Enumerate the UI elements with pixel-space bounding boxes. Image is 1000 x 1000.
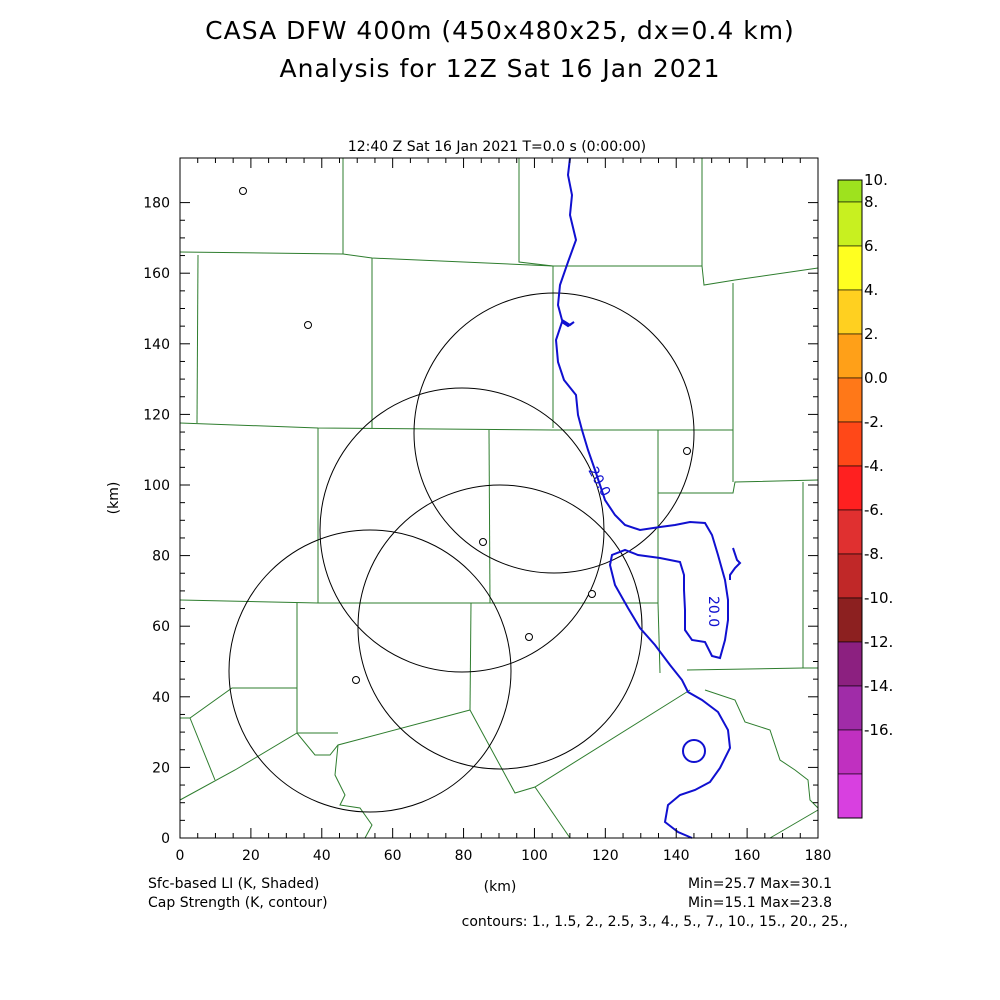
x-tick-label: 140 — [663, 848, 690, 864]
x-tick-label: 120 — [592, 848, 619, 864]
y-tick-labels: 0 20 40 60 80 100 120 140 160 180 — [143, 196, 170, 847]
radar-range-rings — [228, 292, 695, 813]
x-tick-labels: 0 20 40 60 80 100 120 140 160 180 — [176, 848, 832, 864]
footer-contour-minmax: Min=15.1 Max=23.8 — [687, 895, 832, 911]
contour-label-20-a: 20.0 — [584, 464, 613, 499]
title-line-2: Analysis for 12Z Sat 16 Jan 2021 — [279, 54, 721, 83]
x-tick-label: 40 — [313, 848, 331, 864]
colorbar-swatch — [837, 685, 863, 731]
colorbar-label: -12. — [864, 633, 893, 651]
x-tick-label: 160 — [734, 848, 761, 864]
colorbar-swatch — [837, 553, 863, 599]
colorbar-swatch — [837, 597, 863, 643]
cap-strength-contour — [554, 157, 742, 839]
colorbar-swatch — [837, 465, 863, 511]
colorbar-label: 4. — [864, 281, 878, 299]
colorbar-swatch — [837, 641, 863, 687]
colorbar-swatch — [837, 289, 863, 335]
colorbar-swatch — [837, 377, 863, 423]
colorbar: 10. 8. 6. 4. 2. 0.0 -2. -4. -6. -8. -10. -12. -14. -1… — [837, 171, 893, 819]
radar-site-markers — [239, 187, 691, 684]
colorbar-swatch — [837, 245, 863, 291]
footer-shaded-minmax: Min=25.7 Max=30.1 — [687, 876, 832, 892]
x-tick-label: 80 — [455, 848, 473, 864]
x-tick-label: 0 — [176, 848, 185, 864]
colorbar-label: -10. — [864, 589, 893, 607]
plot-frame — [179, 157, 819, 839]
colorbar-swatch — [837, 729, 863, 775]
y-tick-label: 60 — [152, 619, 170, 635]
x-axis-label: (km) — [484, 879, 517, 895]
footer-contour-levels: contours: 1., 1.5, 2., 2.5, 3., 4., 5., … — [461, 914, 848, 930]
x-tick-label: 20 — [242, 848, 260, 864]
colorbar-frame — [837, 179, 863, 819]
colorbar-label: -16. — [864, 721, 893, 739]
y-axis-label: (km) — [106, 482, 122, 515]
colorbar-swatch — [837, 421, 863, 467]
footer-shaded-field: Sfc-based LI (K, Shaded) — [148, 876, 320, 892]
colorbar-label: -4. — [864, 457, 884, 475]
colorbar-swatch — [837, 201, 863, 247]
colorbar-swatch — [837, 179, 863, 203]
colorbar-swatch — [837, 509, 863, 555]
colorbar-label: -2. — [864, 413, 884, 431]
title-line-1: CASA DFW 400m (450x480x25, dx=0.4 km) — [205, 16, 795, 45]
y-tick-label: 80 — [152, 549, 170, 565]
y-tick-label: 0 — [161, 831, 170, 847]
colorbar-label: 10. — [864, 171, 888, 189]
y-tick-label: 20 — [152, 760, 170, 776]
y-tick-label: 100 — [143, 478, 170, 494]
colorbar-label: 2. — [864, 325, 878, 343]
colorbar-label: 8. — [864, 193, 878, 211]
x-tick-label: 180 — [805, 848, 832, 864]
axis-ticks — [179, 158, 819, 839]
x-tick-label: 100 — [521, 848, 548, 864]
colorbar-label: -14. — [864, 677, 893, 695]
colorbar-label: 6. — [864, 237, 878, 255]
y-tick-label: 40 — [152, 690, 170, 706]
y-tick-label: 140 — [143, 337, 170, 353]
plot-subtitle: 12:40 Z Sat 16 Jan 2021 T=0.0 s (0:00:00… — [348, 139, 646, 155]
colorbar-label: -8. — [864, 545, 884, 563]
colorbar-swatch — [837, 333, 863, 379]
colorbar-label: 0.0 — [864, 369, 888, 387]
contour-label-20-b: 20.0 — [705, 596, 721, 627]
colorbar-label: -6. — [864, 501, 884, 519]
county-boundaries — [179, 158, 819, 839]
y-tick-label: 180 — [143, 196, 170, 212]
y-tick-label: 160 — [143, 266, 170, 282]
colorbar-swatch — [837, 773, 863, 819]
y-tick-label: 120 — [143, 407, 170, 423]
footer-contour-field: Cap Strength (K, contour) — [148, 895, 328, 911]
x-tick-label: 60 — [384, 848, 402, 864]
